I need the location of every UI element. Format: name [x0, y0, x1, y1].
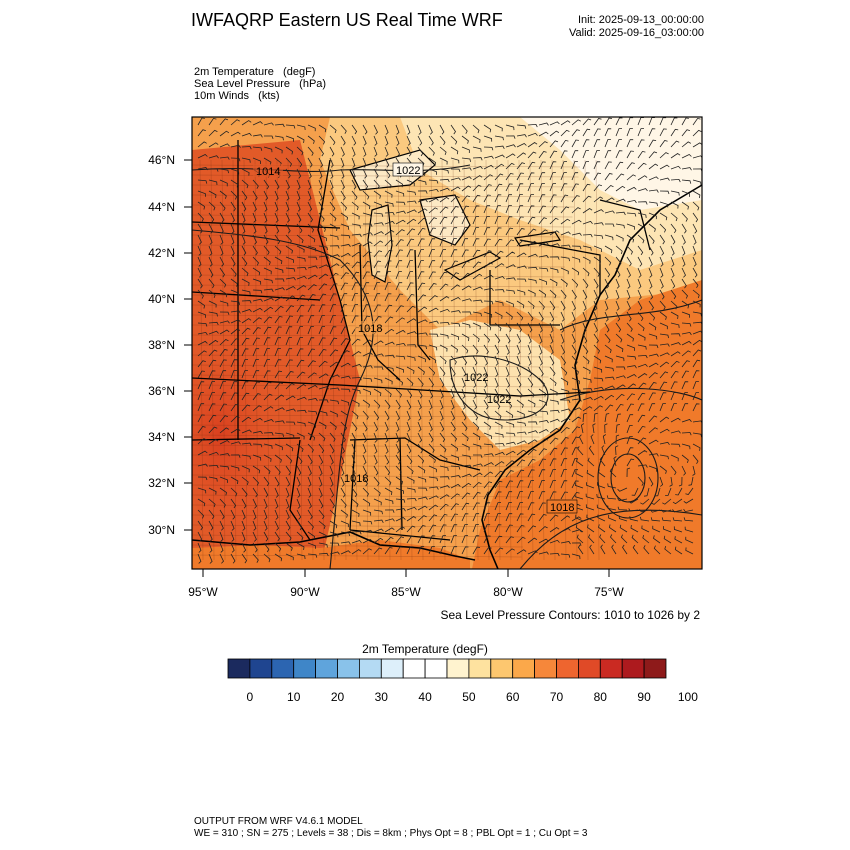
lat-label: 40°N — [148, 292, 175, 306]
lat-label: 34°N — [148, 430, 175, 444]
longitude-axis: 95°W 90°W 85°W 80°W 75°W — [188, 569, 624, 599]
field-pressure-label: Sea Level Pressure (hPa) — [194, 78, 327, 90]
colorbar-swatch — [512, 658, 536, 679]
wind-barb-field — [197, 117, 702, 564]
appalachian-cool — [430, 320, 570, 450]
lon-label: 95°W — [188, 585, 218, 599]
colorbar-swatch — [643, 658, 667, 679]
colorbar-swatch — [621, 658, 645, 679]
temperature-colorbar — [227, 658, 667, 679]
colorbar-label: 60 — [506, 690, 520, 704]
lat-label: 44°N — [148, 200, 175, 214]
lat-label: 46°N — [148, 153, 175, 167]
colorbar-swatch — [534, 658, 557, 679]
contour-note: Sea Level Pressure Contours: 1010 to 102… — [440, 608, 701, 622]
pressure-labels: 1014 1022 1018 1022 1022 1018 1018 — [253, 162, 578, 514]
colorbar-swatch — [402, 658, 426, 679]
colorbar-swatch — [315, 658, 338, 679]
field-temperature-label: 2m Temperature (degF) — [194, 66, 316, 78]
colorbar-labels: 0 10 20 30 40 50 60 70 80 90 100 — [247, 690, 699, 704]
colorbar-label: 70 — [550, 690, 564, 704]
colorbar-label: 80 — [594, 690, 608, 704]
lat-label: 38°N — [148, 338, 175, 352]
model-info-line1: OUTPUT FROM WRF V4.6.1 MODEL — [194, 816, 363, 827]
colorbar-swatch — [468, 658, 492, 679]
colorbar-label: 0 — [247, 690, 254, 704]
pressure-label: 1022 — [464, 372, 488, 384]
lat-label: 42°N — [148, 246, 175, 260]
lat-label: 32°N — [148, 476, 175, 490]
gulf-coastline — [192, 531, 476, 561]
lon-label: 90°W — [290, 585, 320, 599]
colorbar-swatch — [446, 658, 470, 679]
init-time: Init: 2025-09-13_00:00:00 — [578, 14, 704, 26]
lake-huron — [419, 194, 471, 246]
colorbar-swatch — [293, 658, 317, 679]
atlantic-coastline — [481, 184, 702, 569]
map-frame — [191, 116, 703, 570]
pressure-label: 1018 — [344, 473, 368, 485]
model-info-line2: WE = 310 ; SN = 275 ; Levels = 38 ; Dis … — [194, 828, 588, 839]
colorbar-label: 30 — [375, 690, 389, 704]
chart-title: IWFAQRP Eastern US Real Time WRF — [191, 10, 503, 30]
colorbar-swatch — [358, 658, 382, 679]
state-boundaries — [192, 140, 651, 541]
colorbar-swatch — [227, 658, 251, 679]
lon-label: 80°W — [493, 585, 523, 599]
colorbar-swatch — [424, 658, 448, 679]
lake-erie — [443, 251, 502, 281]
pressure-label: 1014 — [256, 166, 280, 178]
colorbar-label: 40 — [418, 690, 432, 704]
colorbar-swatch — [337, 658, 360, 679]
lon-label: 85°W — [391, 585, 421, 599]
lake-michigan — [367, 204, 393, 283]
lat-label: 36°N — [148, 384, 175, 398]
colorbar-label: 10 — [287, 690, 301, 704]
pressure-label: 1018 — [550, 502, 574, 514]
colorbar-swatch — [490, 658, 514, 679]
pressure-label: 1022 — [396, 165, 420, 177]
pressure-label: 1022 — [487, 394, 511, 406]
lat-label: 30°N — [148, 523, 175, 537]
wind-barbs — [197, 117, 702, 564]
lon-label: 75°W — [594, 585, 624, 599]
field-winds-label: 10m Winds (kts) — [194, 90, 280, 102]
map-plot-area: 1014 1022 1018 1022 1022 1018 1018 — [192, 117, 702, 569]
colorbar-swatch — [578, 658, 601, 679]
colorbar-label: 100 — [678, 690, 698, 704]
latitude-axis: 46°N 44°N 42°N 40°N 38°N 36°N 34°N 32°N … — [148, 153, 192, 537]
colorbar-title: 2m Temperature (degF) — [362, 642, 488, 656]
colorbar-swatch — [271, 658, 295, 679]
colorbar-swatch — [599, 658, 623, 679]
hot-core — [192, 270, 360, 569]
colorbar-swatch — [249, 658, 273, 679]
valid-time: Valid: 2025-09-16_03:00:00 — [569, 27, 704, 39]
colorbar-swatch — [556, 658, 579, 679]
colorbar-label: 90 — [637, 690, 651, 704]
colorbar-label: 50 — [462, 690, 476, 704]
pressure-label: 1018 — [358, 323, 382, 335]
colorbar-swatch — [380, 658, 404, 679]
colorbar-label: 20 — [331, 690, 345, 704]
